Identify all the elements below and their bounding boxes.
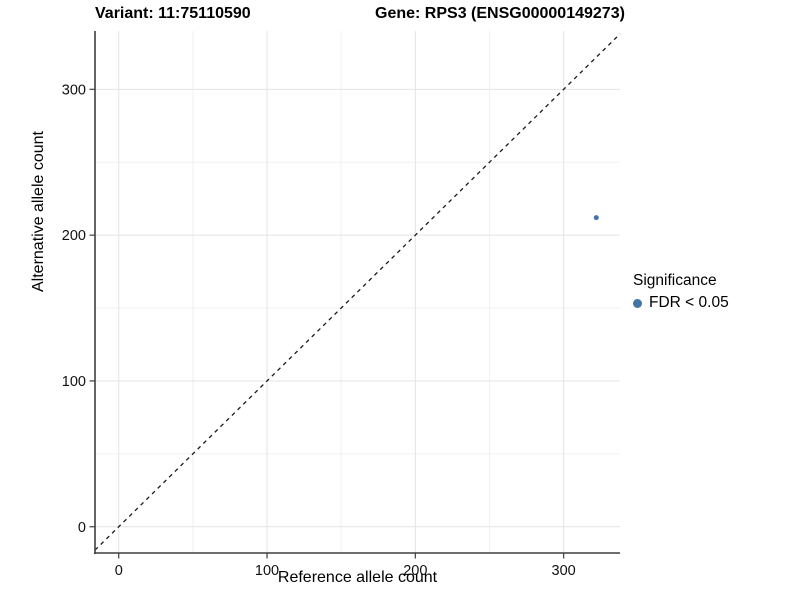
legend-item-fdr: FDR < 0.05 — [633, 294, 729, 312]
y-tick-label: 200 — [62, 228, 86, 244]
y-tick-label: 100 — [62, 374, 86, 390]
identity-reference-line — [94, 33, 621, 551]
legend: Significance FDR < 0.05 — [633, 272, 729, 312]
legend-item-label: FDR < 0.05 — [649, 294, 729, 311]
x-tick-label: 200 — [403, 563, 427, 579]
plot-title-variant: Variant: 11:75110590 — [95, 5, 251, 22]
legend-title: Significance — [633, 272, 717, 289]
x-tick-label: 0 — [115, 563, 123, 579]
x-tick-label: 100 — [255, 563, 279, 579]
x-axis-title: Reference allele count — [277, 569, 438, 586]
y-tick-label: 0 — [78, 520, 86, 536]
legend-point-icon — [633, 298, 642, 308]
data-point — [593, 215, 599, 221]
y-tick-label: 300 — [62, 82, 86, 98]
plot-title-gene: Gene: RPS3 (ENSG00000149273) — [375, 5, 625, 22]
x-tick-label: 300 — [552, 563, 576, 579]
